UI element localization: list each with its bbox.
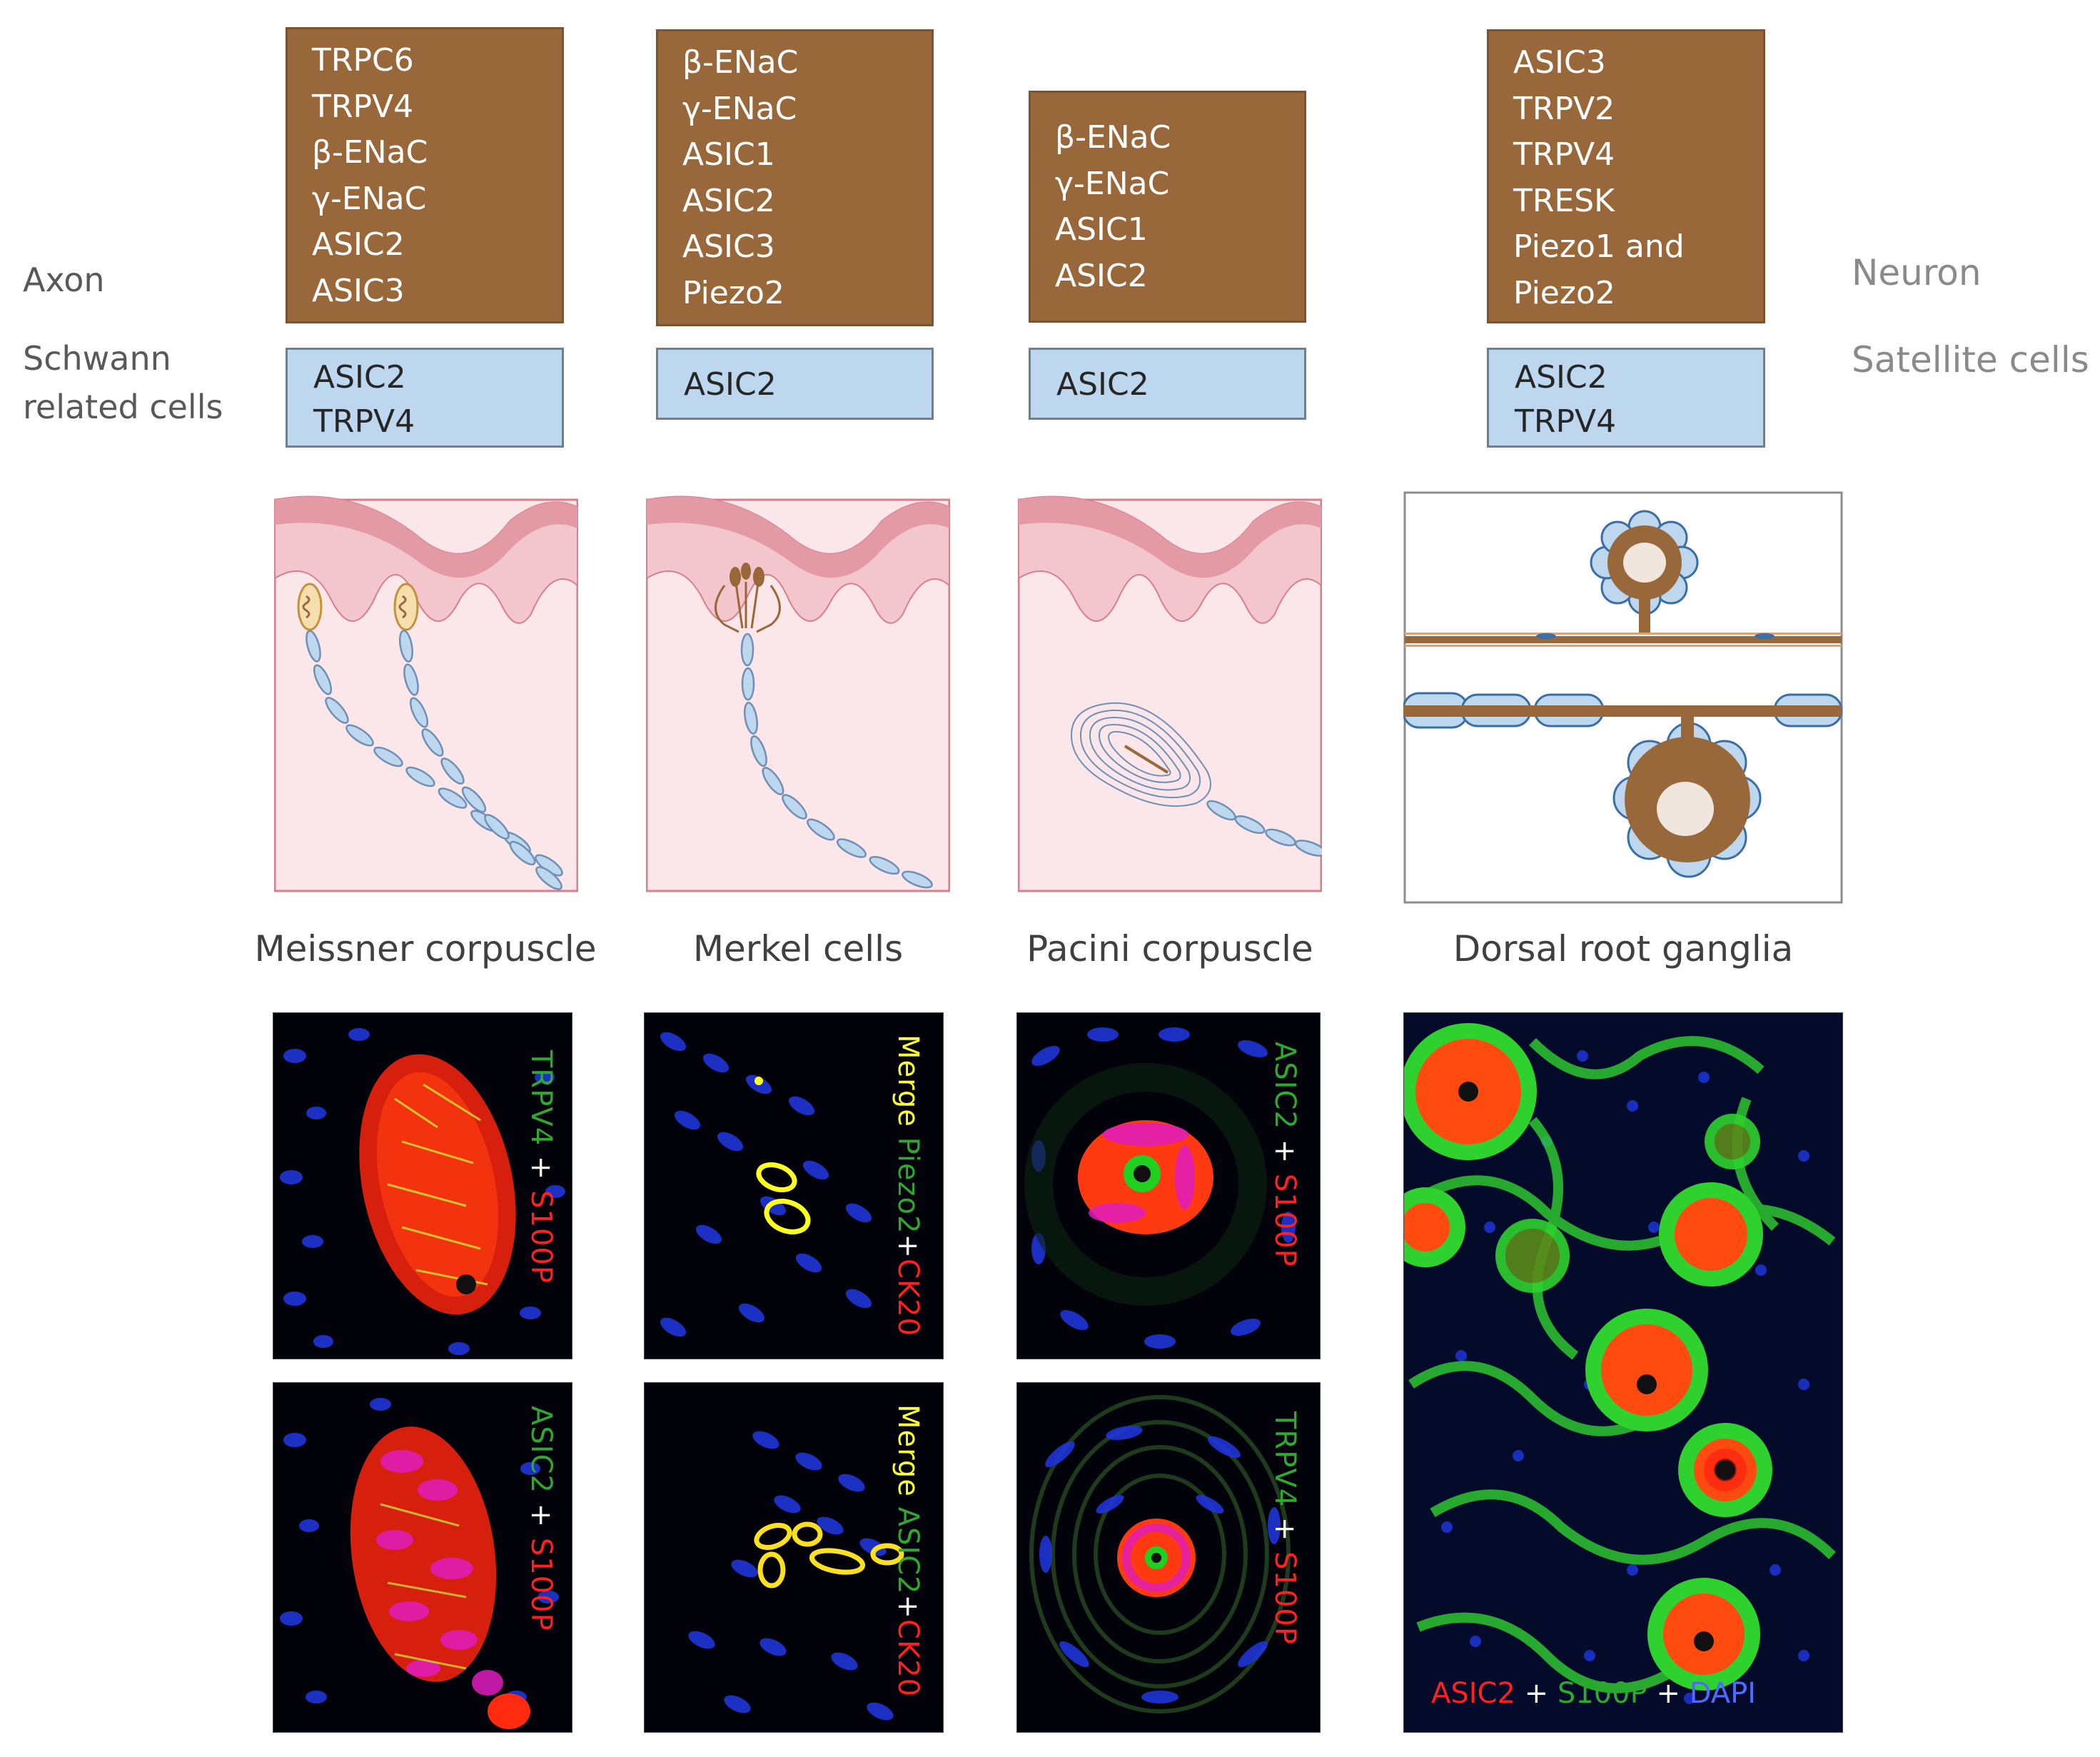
channel-label: TRPC6 [312,42,414,79]
channel-label: ASIC2 [1055,257,1148,294]
meissner-axon-channels: TRPC6 TRPV4 β-ENaC γ-ENaC ASIC2 ASIC3 [286,27,564,323]
stain-marker-b: CK20 [892,1258,924,1337]
stain-plus: + [525,1493,557,1538]
axon-row-label: Axon [23,261,105,299]
channel-label: γ-ENaC [312,180,427,217]
meissner-stain-2: ASIC2 + S100P [525,1406,557,1631]
drg-micrograph: ASIC2 + S100P + DAPI [1403,1012,1843,1733]
stain-marker-b: S100P [525,1537,557,1631]
stain-marker-c: DAPI [1689,1677,1757,1710]
stain-marker-a: ASIC2 [525,1406,557,1494]
stain-plus: + [1515,1677,1558,1710]
channel-label: ASIC1 [682,136,775,173]
drg-satellite-channels: ASIC2 TRPV4 [1487,348,1765,448]
stain-marker-b: CK20 [892,1619,924,1698]
drg-schematic [1403,491,1843,904]
pacini-trpv4-micrograph: TRPV4 + S100P [1016,1382,1321,1733]
channel-label: ASIC3 [1513,44,1606,81]
channel-label: TRESK [1513,182,1615,219]
channel-label: Piezo2 [1513,274,1615,311]
channel-label: Piezo1 and [1513,228,1685,265]
stain-marker-b: S100P [1268,1173,1301,1267]
pacini-caption: Pacini corpuscle [1026,928,1313,970]
stain-marker-a: ASIC2 [1431,1677,1515,1710]
schwann-row-label-line1: Schwann [23,339,171,378]
channel-label: γ-ENaC [682,90,797,127]
merkel-caption: Merkel cells [692,928,904,970]
stain-marker-b: S100P [1268,1551,1301,1645]
channel-label: ASIC2 [313,359,406,396]
channel-label: TRPV4 [1513,136,1615,173]
drg-caption: Dorsal root ganglia [1453,928,1794,970]
stain-merge: Merge [892,1404,924,1507]
stain-plus: + [1647,1677,1690,1710]
channel-label: TRPV2 [1513,90,1615,127]
pacini-stain-1: ASIC2 + S100P [1268,1042,1301,1267]
stain-merge: Merge [892,1034,924,1137]
pacini-axon-channels: β-ENaC γ-ENaC ASIC1 ASIC2 [1029,91,1306,323]
channel-label: β-ENaC [312,134,428,171]
channel-label: ASIC2 [312,226,405,263]
channel-label: β-ENaC [682,44,799,81]
meissner-asic2-micrograph: ASIC2 + S100P [273,1382,572,1733]
channel-label: ASIC2 [682,182,775,219]
meissner-trpv4-micrograph: TRPV4 + S100P [273,1012,572,1359]
channel-label: ASIC3 [312,272,405,309]
satellite-row-label: Satellite cells [1852,339,2089,381]
schwann-row-label-line2: related cells [23,388,223,426]
merkel-schematic [646,495,950,892]
channel-label: β-ENaC [1055,119,1171,156]
meissner-glial-channels: ASIC2 TRPV4 [286,348,564,448]
stain-marker-a: TRPV4 [1268,1411,1301,1508]
stain-plus: + [892,1594,924,1620]
meissner-caption: Meissner corpuscle [254,928,597,970]
neuron-row-label: Neuron [1852,252,1982,293]
stain-marker-a: ASIC2 [892,1506,924,1595]
stain-plus: + [525,1146,557,1191]
schwann-row-label: Schwann related cells [23,334,223,431]
channel-label: ASIC1 [1055,211,1148,248]
channel-label: TRPV4 [313,403,415,440]
pacini-asic2-micrograph: ASIC2 + S100P [1016,1012,1321,1359]
pacini-stain-2: TRPV4 + S100P [1268,1411,1301,1645]
channel-label: ASIC2 [1515,359,1607,396]
meissner-stain-1: TRPV4 + S100P [525,1050,557,1284]
stain-plus: + [1268,1507,1301,1552]
drg-neuron-channels: ASIC3 TRPV2 TRPV4 TRESK Piezo1 and Piezo… [1487,29,1765,323]
channel-label: TRPV4 [312,88,414,125]
channel-label: Piezo2 [682,274,784,311]
stain-marker-a: ASIC2 [1268,1042,1301,1129]
merkel-axon-channels: β-ENaC γ-ENaC ASIC1 ASIC2 ASIC3 Piezo2 [656,29,934,326]
drg-stain-label: ASIC2 + S100P + DAPI [1431,1677,1756,1710]
merkel-stain-2: Merge ASIC2+CK20 [892,1404,924,1697]
channel-label: TRPV4 [1515,403,1617,440]
merkel-glial-channels: ASIC2 [656,348,934,420]
stain-plus: + [892,1234,924,1259]
merkel-piezo2-micrograph: Merge Piezo2+CK20 [644,1012,944,1359]
channel-label: ASIC2 [684,366,777,403]
stain-marker-b: S100P [525,1190,557,1284]
stain-marker-b: S100P [1557,1677,1647,1710]
stain-marker-a: TRPV4 [525,1050,557,1147]
stain-marker-a: Piezo2 [892,1137,924,1234]
channel-label: ASIC3 [682,228,775,265]
meissner-schematic [274,495,578,892]
merkel-asic2-micrograph: Merge ASIC2+CK20 [644,1382,944,1733]
pacini-schematic [1018,495,1322,892]
channel-label: ASIC2 [1056,366,1149,403]
stain-plus: + [1268,1129,1301,1174]
pacini-glial-channels: ASIC2 [1029,348,1306,420]
channel-label: γ-ENaC [1055,165,1170,202]
merkel-stain-1: Merge Piezo2+CK20 [892,1034,924,1336]
